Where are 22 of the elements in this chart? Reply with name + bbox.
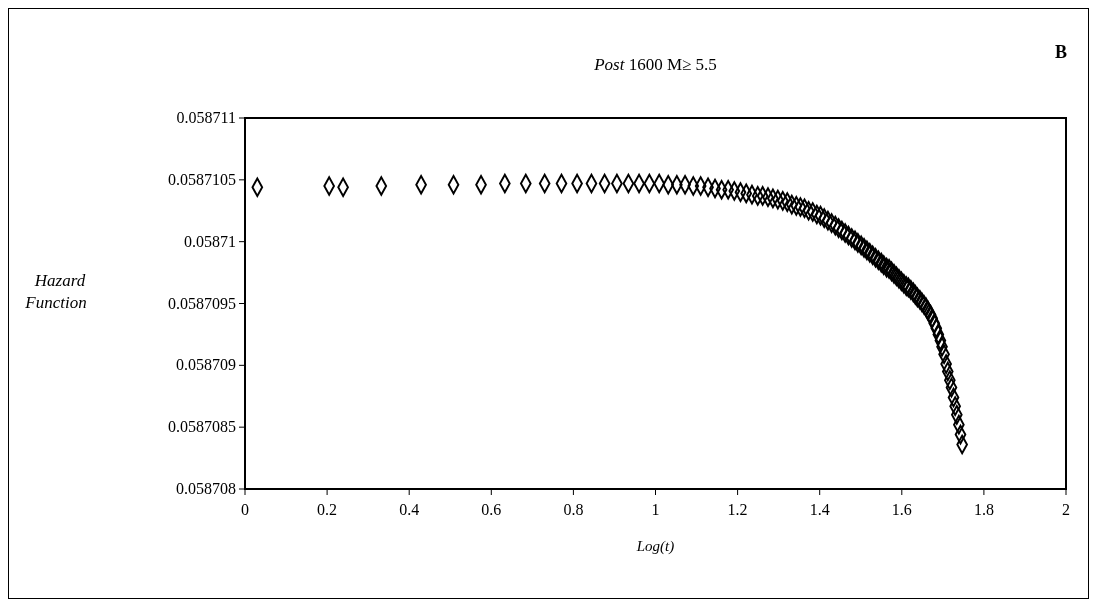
y-tick-label: 0.058709	[176, 356, 236, 374]
x-tick-label: 1.2	[727, 501, 748, 518]
x-tick-label: 0.8	[563, 501, 584, 518]
x-tick-label: 1.6	[891, 501, 912, 518]
y-tick-label: 0.058708	[176, 480, 236, 497]
x-tick-label: 1.8	[973, 501, 994, 518]
y-tick-label: 0.0587095	[168, 294, 236, 312]
x-tick-label: 0.6	[481, 501, 502, 518]
chart-title: Post 1600 M≥ 5.5	[593, 55, 717, 74]
x-axis-title: Log(t)	[635, 538, 675, 555]
y-axis-title: Hazard Function	[24, 270, 87, 312]
x-tick-label: 1	[651, 501, 660, 518]
text: B	[1054, 42, 1068, 62]
y-tick-label: 0.0587085	[168, 418, 236, 436]
x-tick-label: 0.4	[399, 501, 420, 518]
x-tick-label: 2	[1062, 501, 1070, 518]
x-tick-label: 0	[241, 501, 249, 518]
y-tick-label: 0.05871	[184, 232, 236, 250]
y-tick-label: 0.0587105	[168, 170, 236, 188]
x-tick-label: 1.4	[809, 501, 830, 518]
x-tick-label: 0.2	[317, 501, 338, 518]
y-tick-label: 0.058711	[176, 109, 236, 126]
